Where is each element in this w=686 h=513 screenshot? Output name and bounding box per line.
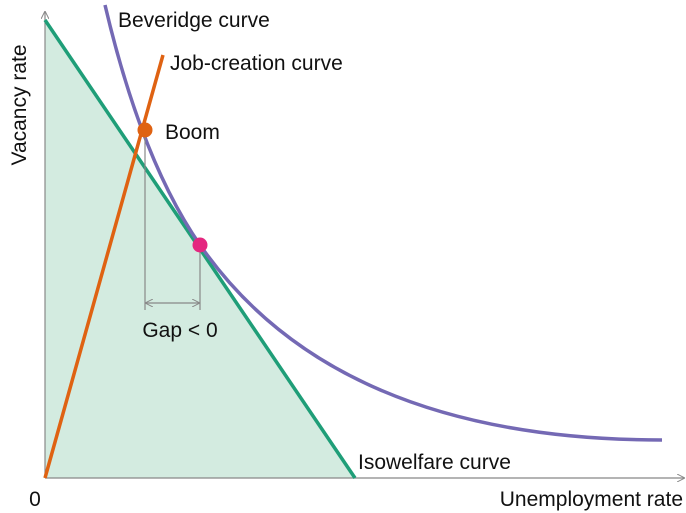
- isowelfare-label: Isowelfare curve: [358, 451, 511, 474]
- beveridge-curve: [103, 4, 663, 442]
- beveridge-label: Beveridge curve: [118, 9, 270, 32]
- boom-point: [137, 122, 153, 138]
- y-axis-label: Vacancy rate: [8, 44, 31, 165]
- origin-label: 0: [29, 488, 41, 511]
- gap-label: Gap < 0: [142, 319, 217, 342]
- job-creation-label: Job-creation curve: [170, 52, 343, 75]
- x-axis-label: Unemployment rate: [500, 488, 683, 511]
- optimum-point: [192, 237, 208, 253]
- boom-label: Boom: [165, 121, 220, 144]
